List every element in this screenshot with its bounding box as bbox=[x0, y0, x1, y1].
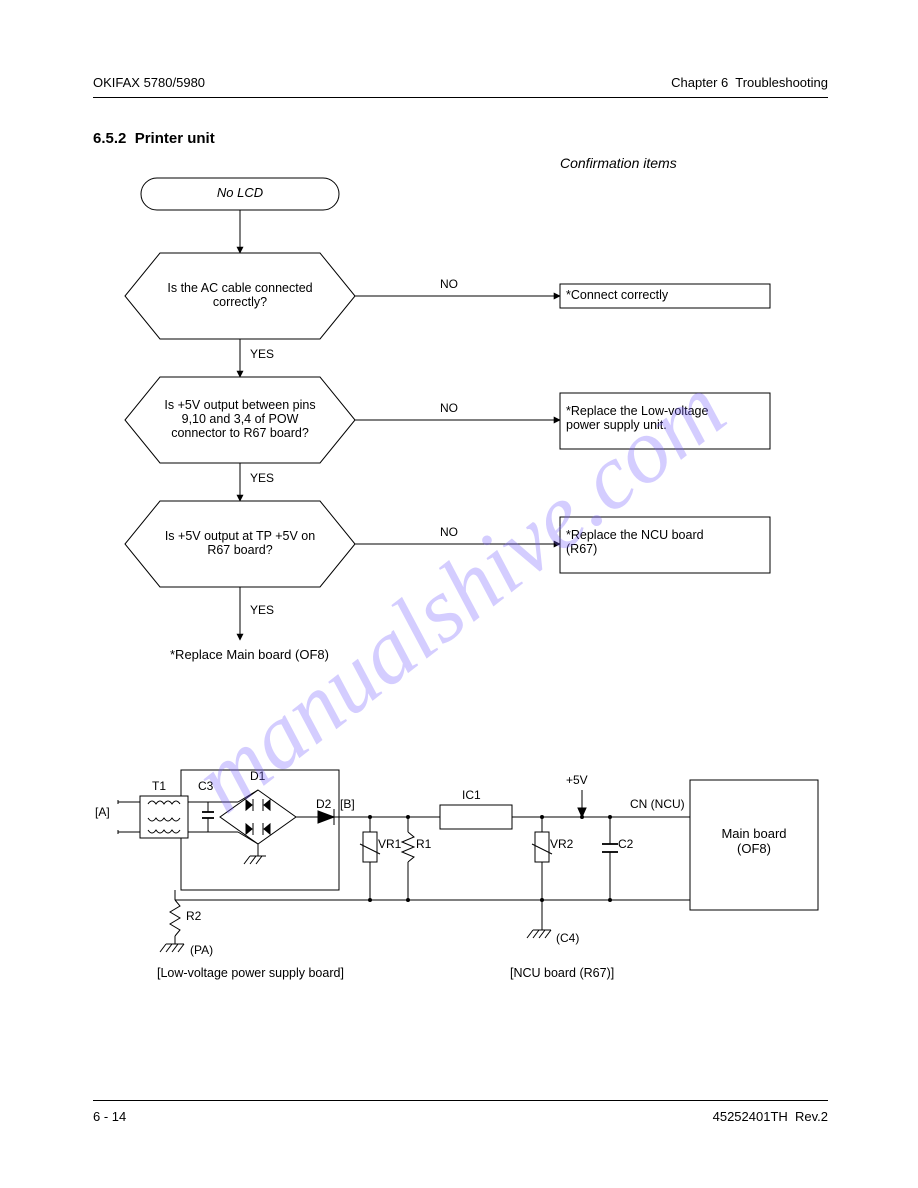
res3-text: *Replace the NCU board (R67) bbox=[566, 528, 764, 556]
yes-label-2: YES bbox=[250, 472, 274, 486]
footer-left: 6 - 14 bbox=[93, 1110, 126, 1125]
yes-label-3: YES bbox=[250, 604, 274, 618]
start-label: No LCD bbox=[141, 185, 339, 200]
lbl-cnncu: CN (NCU) bbox=[630, 798, 685, 812]
lbl-gnd2: (C4) bbox=[556, 932, 579, 946]
lbl-d1: D1 bbox=[250, 770, 265, 784]
res2-text: *Replace the Low-voltage power supply un… bbox=[566, 404, 764, 432]
lbl-vr1: VR1 bbox=[378, 838, 401, 852]
lbl-r1: R1 bbox=[416, 838, 431, 852]
lbl-c2: C2 bbox=[618, 838, 633, 852]
lbl-d2: D2 bbox=[316, 798, 331, 812]
footer-right: 45252401TH Rev.2 bbox=[713, 1110, 828, 1125]
no-label-3: NO bbox=[440, 526, 458, 540]
lbl-r2: R2 bbox=[186, 910, 201, 924]
end-label: *Replace Main board (OF8) bbox=[170, 648, 329, 663]
dec3-text: Is +5V output at TP +5V on R67 board? bbox=[149, 529, 331, 557]
lbl-c3: C3 bbox=[198, 780, 213, 794]
lbl-b: [B] bbox=[340, 798, 355, 812]
lbl-gnd1: (PA) bbox=[190, 944, 213, 958]
dec1-text: Is the AC cable connected correctly? bbox=[149, 281, 331, 309]
lbl-mainboard: Main board (OF8) bbox=[694, 826, 814, 856]
res1-text: *Connect correctly bbox=[566, 288, 764, 302]
yes-label-1: YES bbox=[250, 348, 274, 362]
lbl-power-unit: [Low-voltage power supply board] bbox=[157, 966, 344, 980]
page: OKIFAX 5780/5980 Chapter 6 Troubleshooti… bbox=[0, 0, 918, 1188]
lbl-t1: T1 bbox=[152, 780, 166, 794]
diagram-svg bbox=[0, 0, 918, 1188]
no-label-1: NO bbox=[440, 278, 458, 292]
lbl-tp5v: +5V bbox=[566, 774, 588, 788]
lbl-ic1: IC1 bbox=[462, 789, 481, 803]
lbl-vr2: VR2 bbox=[550, 838, 573, 852]
dec2-text: Is +5V output between pins 9,10 and 3,4 … bbox=[149, 398, 331, 440]
lbl-ncu-board: [NCU board (R67)] bbox=[510, 966, 614, 980]
no-label-2: NO bbox=[440, 402, 458, 416]
lbl-a: [A] bbox=[95, 806, 110, 820]
footer-rule bbox=[93, 1100, 828, 1101]
